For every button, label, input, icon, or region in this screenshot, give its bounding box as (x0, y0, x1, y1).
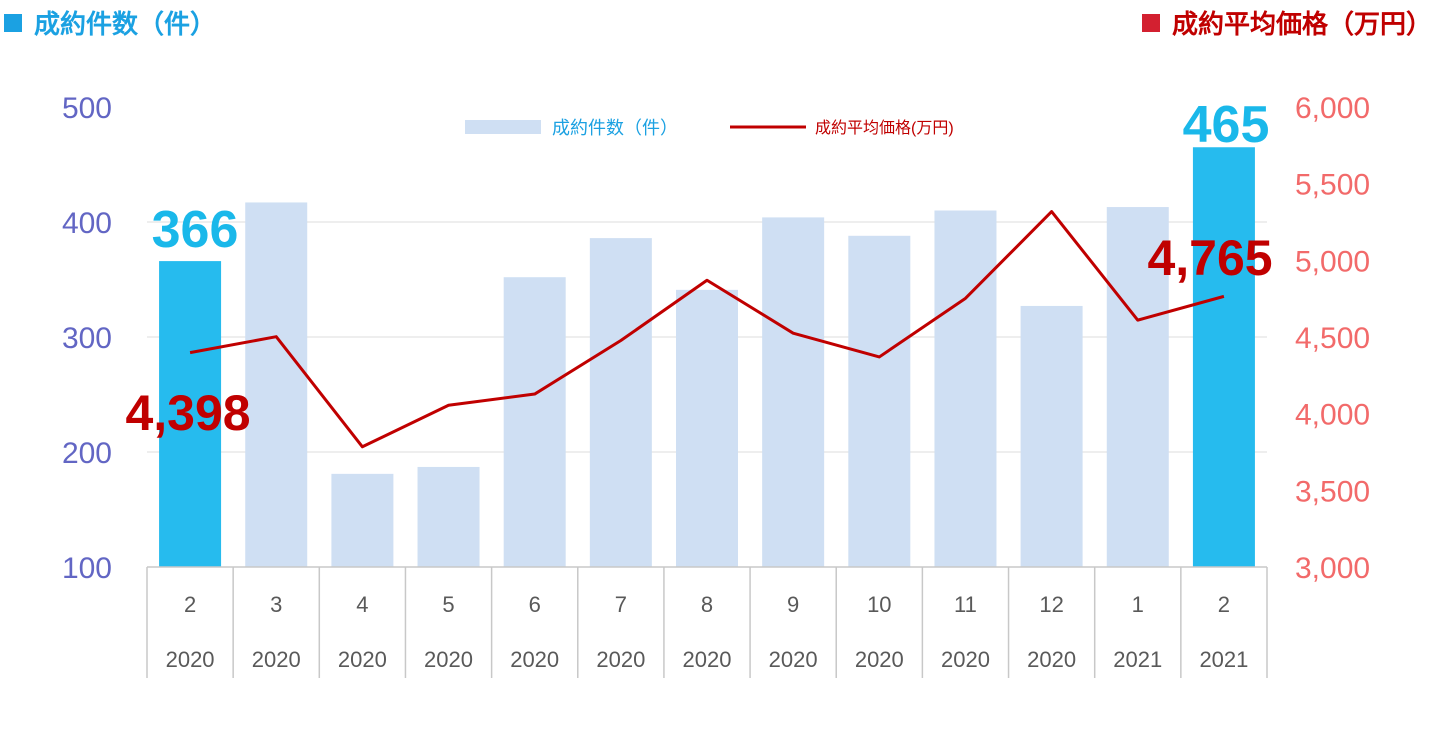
x-tick-year: 2020 (941, 647, 990, 672)
left-axis-header: 成約件数（件） (4, 4, 216, 41)
bar-highlight (1192, 147, 1255, 567)
bar (676, 289, 738, 567)
x-tick-month: 6 (529, 592, 541, 617)
right-axis-header: 成約平均価格（万円） (1141, 4, 1432, 41)
x-tick-month: 7 (615, 592, 627, 617)
blue-square-icon (4, 13, 22, 32)
bar (934, 210, 997, 567)
y-right-tick: 4,500 (1295, 322, 1370, 355)
x-tick-month: 9 (787, 592, 799, 617)
x-tick-year: 2021 (1199, 647, 1248, 672)
bar (417, 466, 480, 567)
x-tick-year: 2020 (166, 647, 215, 672)
last-bar-value: 465 (1183, 96, 1270, 154)
bar (589, 238, 652, 567)
x-tick-year: 2020 (252, 647, 301, 672)
y-left-tick: 100 (62, 552, 112, 585)
bar (762, 217, 825, 567)
y-left-tick: 200 (62, 437, 112, 470)
last-line-value: 4,765 (1147, 230, 1272, 286)
y-left-tick: 500 (62, 92, 112, 125)
x-tick-month: 2 (184, 592, 196, 617)
x-tick-month: 1 (1132, 592, 1144, 617)
y-right-tick: 5,500 (1295, 169, 1370, 202)
y-right-tick: 3,000 (1295, 552, 1370, 585)
first-line-value: 4,398 (125, 385, 250, 441)
bar (503, 277, 566, 567)
x-tick-month: 8 (701, 592, 713, 617)
x-tick-year: 2020 (855, 647, 904, 672)
bar (848, 235, 911, 568)
legend-bar-swatch (465, 120, 541, 134)
x-tick-month: 12 (1039, 592, 1063, 617)
x-tick-month: 3 (270, 592, 282, 617)
y-left-tick: 400 (62, 207, 112, 240)
x-tick-year: 2020 (1027, 647, 1076, 672)
y-left-tick: 300 (62, 322, 112, 355)
x-tick-year: 2020 (596, 647, 645, 672)
left-axis-header-label: 成約件数（件） (34, 9, 217, 39)
bar (245, 202, 308, 567)
y-right-tick: 3,500 (1295, 475, 1370, 508)
x-tick-year: 2020 (338, 647, 387, 672)
bar (1106, 207, 1169, 568)
red-square-icon (1141, 13, 1160, 32)
x-tick-year: 2021 (1113, 647, 1162, 672)
x-tick-month: 10 (867, 592, 891, 617)
price-line (189, 210, 1225, 449)
x-tick-year: 2020 (510, 647, 559, 672)
x-tick-month: 2 (1218, 592, 1230, 617)
y-right-tick: 5,000 (1295, 245, 1370, 278)
bar (331, 473, 394, 567)
x-tick-year: 2020 (683, 647, 732, 672)
bar-highlight (159, 261, 222, 567)
legend-bar-label: 成約件数（件） (552, 118, 678, 138)
x-tick-month: 5 (442, 592, 454, 617)
first-bar-value: 366 (152, 201, 239, 259)
x-tick-month: 4 (356, 592, 368, 617)
legend-line-label: 成約平均価格(万円) (815, 119, 954, 137)
right-axis-header-label: 成約平均価格（万円） (1171, 9, 1432, 39)
x-tick-year: 2020 (769, 647, 818, 672)
bar (1020, 305, 1083, 567)
y-right-tick: 4,000 (1295, 399, 1370, 432)
y-right-tick: 6,000 (1295, 92, 1370, 125)
x-tick-month: 11 (954, 592, 977, 617)
x-tick-year: 2020 (424, 647, 473, 672)
